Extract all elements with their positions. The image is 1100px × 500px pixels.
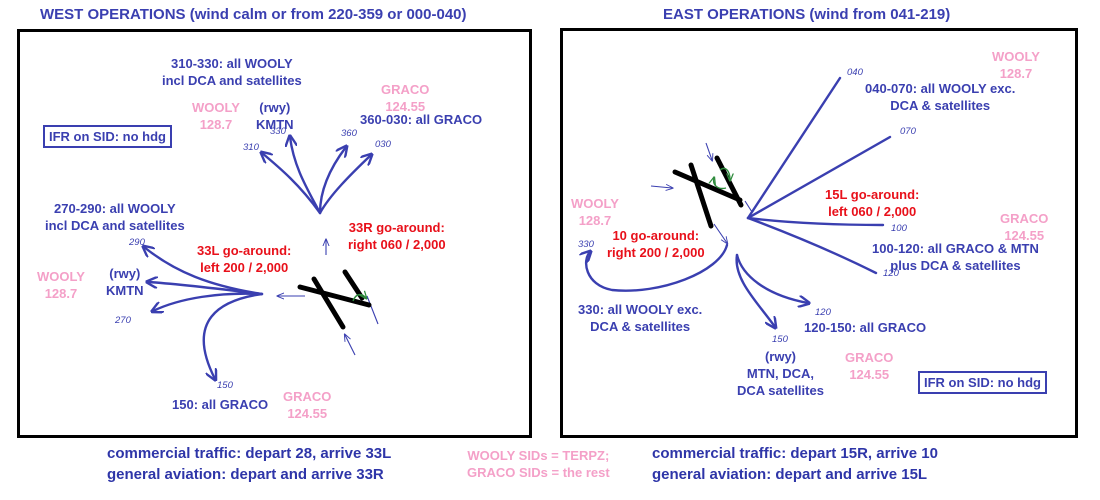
west-title: WEST OPERATIONS (wind calm or from 220-3… <box>40 6 467 23</box>
east-route-040 <box>746 76 842 220</box>
west-route-310 <box>262 153 322 215</box>
east-freq-graco-bottom: GRACO 124.55 <box>845 350 894 382</box>
west-label-270-290: 270-290: all WOOLY incl DCA and satellit… <box>45 201 185 233</box>
east-heading-330: 330 <box>578 239 594 250</box>
west-route-rwy <box>148 282 264 296</box>
east-heading-120: 120 <box>883 268 899 279</box>
west-label-360-030: 360-030: all GRACO <box>360 112 483 127</box>
west-heading-030: 030 <box>375 139 391 150</box>
west-heading-150: 150 <box>217 380 233 391</box>
east-label-120-150: 120-150: all GRACO <box>804 320 927 335</box>
west-heading-290: 290 <box>129 237 145 248</box>
east-title: EAST OPERATIONS (wind from 041-219) <box>663 6 951 23</box>
west-freq-wooly-top: WOOLY 128.7 <box>192 100 240 132</box>
east-heading-100: 100 <box>891 223 907 234</box>
east-route-330 <box>586 243 729 292</box>
east-ifr-note: IFR on SID: no hdg <box>918 371 1047 394</box>
west-label-310-330: 310-330: all WOOLY incl DCA and satellit… <box>162 56 302 88</box>
west-heading-360: 360 <box>341 128 357 139</box>
west-label-150: 150: all GRACO <box>172 397 269 412</box>
west-ifr-note: IFR on SID: no hdg <box>43 125 172 148</box>
east-go-around-10: 10 go-around: right 200 / 2,000 <box>607 228 705 260</box>
east-heading-150: 150 <box>772 334 788 345</box>
west-route-150 <box>202 292 264 379</box>
west-panel <box>17 29 532 438</box>
east-footer: commercial traffic: depart 15R, arrive 1… <box>652 445 938 483</box>
east-freq-wooly-left: WOOLY 128.7 <box>571 196 619 228</box>
east-label-040-070: 040-070: all WOOLY exc. DCA & satellites <box>865 81 1016 113</box>
west-go-around-33l: 33L go-around: left 200 / 2,000 <box>197 243 292 275</box>
west-freq-graco-bottom: GRACO 124.55 <box>283 389 332 421</box>
center-note: WOOLY SIDs = TERPZ; GRACO SIDs = the res… <box>467 448 610 480</box>
west-footer: commercial traffic: depart 28, arrive 33… <box>107 445 392 483</box>
west-route-270 <box>153 292 264 311</box>
east-freq-graco-right: GRACO 124.55 <box>1000 211 1049 243</box>
east-label-rwy-mtn: (rwy) MTN, DCA, DCA satellites <box>737 349 824 398</box>
east-route-120 <box>746 216 878 275</box>
west-runways <box>297 269 372 330</box>
west-heading-330: 330 <box>270 126 286 137</box>
west-label-rwy-kmtn-left: (rwy) KMTN <box>106 266 144 298</box>
west-route-030 <box>318 155 371 215</box>
east-label-100-120: 100-120: all GRACO & MTN plus DCA & sate… <box>872 241 1039 273</box>
west-go-around-33r: 33R go-around: right 060 / 2,000 <box>348 220 446 252</box>
east-go-around-15l: 15L go-around: left 060 / 2,000 <box>825 187 920 219</box>
east-route-100 <box>746 216 885 227</box>
east-panel <box>560 28 1078 438</box>
east-heading-040: 040 <box>847 67 863 78</box>
east-heading-120b: 120 <box>815 307 831 318</box>
east-route-120b <box>735 253 808 303</box>
west-label-rwy-kmtn-top: (rwy) KMTN <box>256 100 294 132</box>
west-freq-wooly-left: WOOLY 128.7 <box>37 269 85 301</box>
west-heading-310: 310 <box>243 142 259 153</box>
east-route-070 <box>746 135 892 220</box>
east-runways <box>672 155 744 229</box>
west-route-360 <box>318 147 346 215</box>
east-label-330: 330: all WOOLY exc. DCA & satellites <box>578 302 703 334</box>
east-route-150 <box>735 253 775 327</box>
west-freq-graco-top: GRACO 124.55 <box>381 82 430 114</box>
west-route-330 <box>290 137 322 215</box>
east-freq-wooly-top: WOOLY 128.7 <box>992 49 1040 81</box>
west-heading-270: 270 <box>115 315 131 326</box>
east-heading-070: 070 <box>900 126 916 137</box>
